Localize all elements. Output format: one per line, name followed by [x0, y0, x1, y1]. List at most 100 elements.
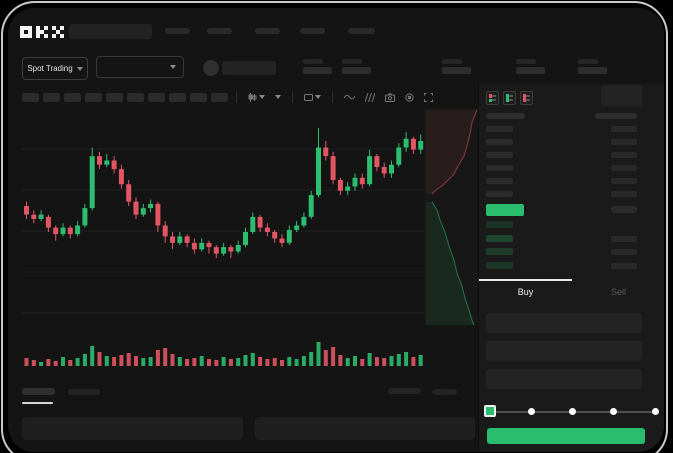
table-action-skeleton[interactable] [432, 389, 457, 395]
candle-body [345, 186, 351, 191]
depth-precision-dropdown-skeleton[interactable] [601, 85, 642, 106]
fullscreen-icon[interactable] [424, 92, 433, 102]
table-action-skeleton[interactable] [388, 388, 421, 394]
timeframe-button-skeleton[interactable] [22, 92, 39, 102]
candle-body [374, 156, 380, 167]
candle-body [133, 201, 139, 215]
display-mode-selector[interactable] [304, 93, 321, 102]
volume-bar [177, 357, 182, 366]
candle-body [272, 231, 278, 239]
volume-bar [126, 353, 131, 366]
nav-item-skeleton[interactable] [165, 28, 190, 34]
ask-price-skeleton [486, 126, 513, 132]
slider-stop-dot[interactable] [610, 408, 618, 415]
slider-stop-dot[interactable] [527, 408, 535, 415]
buy-submit-button[interactable] [487, 428, 645, 444]
volume-bar [46, 359, 51, 366]
right-panel: Buy Sell [478, 84, 664, 452]
timeframe-button-skeleton[interactable] [190, 92, 207, 102]
ask-price-skeleton [486, 178, 513, 184]
buy-book-icon[interactable] [503, 91, 516, 105]
timeframe-button-skeleton[interactable] [106, 92, 123, 102]
timeframe-button-skeleton[interactable] [148, 92, 165, 102]
timeframe-buttons [22, 92, 228, 102]
tab-buy[interactable]: Buy [479, 279, 572, 303]
depth-chart [424, 108, 478, 325]
candle-body [177, 236, 183, 243]
nav-item-skeleton[interactable] [255, 28, 280, 34]
timeframe-button-skeleton[interactable] [43, 92, 60, 102]
okx-logo-icon [20, 25, 64, 43]
pair-title-skeleton [69, 24, 152, 39]
volume-bar [104, 356, 109, 366]
volume-bar [214, 360, 219, 366]
settings-icon[interactable] [405, 92, 414, 102]
coin-avatar [203, 60, 219, 76]
slider-stop-dot[interactable] [651, 408, 659, 415]
candle-body [352, 177, 358, 187]
trade-tabs: Buy Sell [479, 279, 664, 303]
order-input-skeleton[interactable] [486, 369, 642, 389]
chart-type-selector[interactable] [248, 92, 265, 102]
interval-dropdown[interactable] [275, 95, 281, 99]
slider-stop-dot[interactable] [569, 408, 576, 415]
chevron-down-icon [259, 95, 265, 99]
candle-body [97, 156, 102, 165]
nav-item-skeleton[interactable] [300, 28, 325, 34]
stat-value-skeleton [342, 67, 371, 74]
order-input-skeleton[interactable] [486, 313, 642, 333]
volume-bar [265, 359, 270, 366]
stat-value-skeleton [442, 67, 471, 74]
tab-sell[interactable]: Sell [572, 279, 664, 303]
orders-row-skeleton [255, 417, 475, 440]
timeframe-button-skeleton[interactable] [64, 92, 81, 102]
split-book-icon[interactable] [486, 91, 499, 105]
candle-body [235, 244, 241, 252]
candle-body [418, 140, 424, 150]
indicator-icon[interactable] [344, 93, 355, 101]
history-tab-skeleton[interactable] [68, 389, 100, 395]
sell-book-icon[interactable] [520, 91, 533, 105]
stat-value-skeleton [578, 67, 607, 74]
orders-tab-skeleton[interactable] [22, 388, 55, 395]
volume-bar [24, 358, 29, 366]
volume-bar [134, 356, 138, 366]
volume-bar [90, 346, 95, 366]
bid-price-skeleton [486, 221, 513, 228]
camera-icon[interactable] [385, 92, 395, 102]
ask-price-skeleton [486, 165, 513, 171]
candlestick-chart [22, 127, 426, 366]
slider-handle[interactable] [484, 405, 496, 417]
chart-toolbar [22, 91, 436, 103]
candle-body [24, 205, 29, 215]
volume-bar [258, 357, 263, 366]
compare-icon[interactable] [365, 92, 375, 102]
timeframe-button-skeleton[interactable] [169, 92, 186, 102]
stat-label-skeleton [578, 59, 598, 64]
timeframe-button-skeleton[interactable] [211, 92, 228, 102]
timeframe-button-skeleton[interactable] [127, 92, 144, 102]
volume-bar [309, 352, 314, 366]
volume-bar [82, 354, 87, 366]
chevron-down-icon [275, 95, 281, 99]
order-input-skeleton[interactable] [486, 341, 642, 361]
sell-tab-label: Sell [610, 287, 626, 297]
ask-amount-skeleton [611, 126, 637, 132]
market-type-selector[interactable]: Spot Trading [22, 57, 88, 80]
candle-body [294, 225, 300, 230]
pair-dropdown[interactable] [96, 56, 184, 78]
volume-bar [418, 355, 423, 366]
nav-item-skeleton[interactable] [207, 28, 232, 34]
timeframe-button-skeleton[interactable] [85, 92, 102, 102]
ask-price-skeleton [486, 139, 513, 145]
candle-body [323, 147, 329, 157]
candle-body [381, 166, 387, 174]
market-type-label: Spot Trading [27, 64, 73, 73]
bid-price-skeleton [486, 248, 513, 256]
bid-amount-skeleton [611, 249, 637, 256]
last-price-highlight [486, 204, 524, 216]
stat-value-skeleton [516, 67, 545, 74]
nav-item-skeleton[interactable] [348, 28, 375, 34]
price-skeleton [222, 61, 276, 75]
